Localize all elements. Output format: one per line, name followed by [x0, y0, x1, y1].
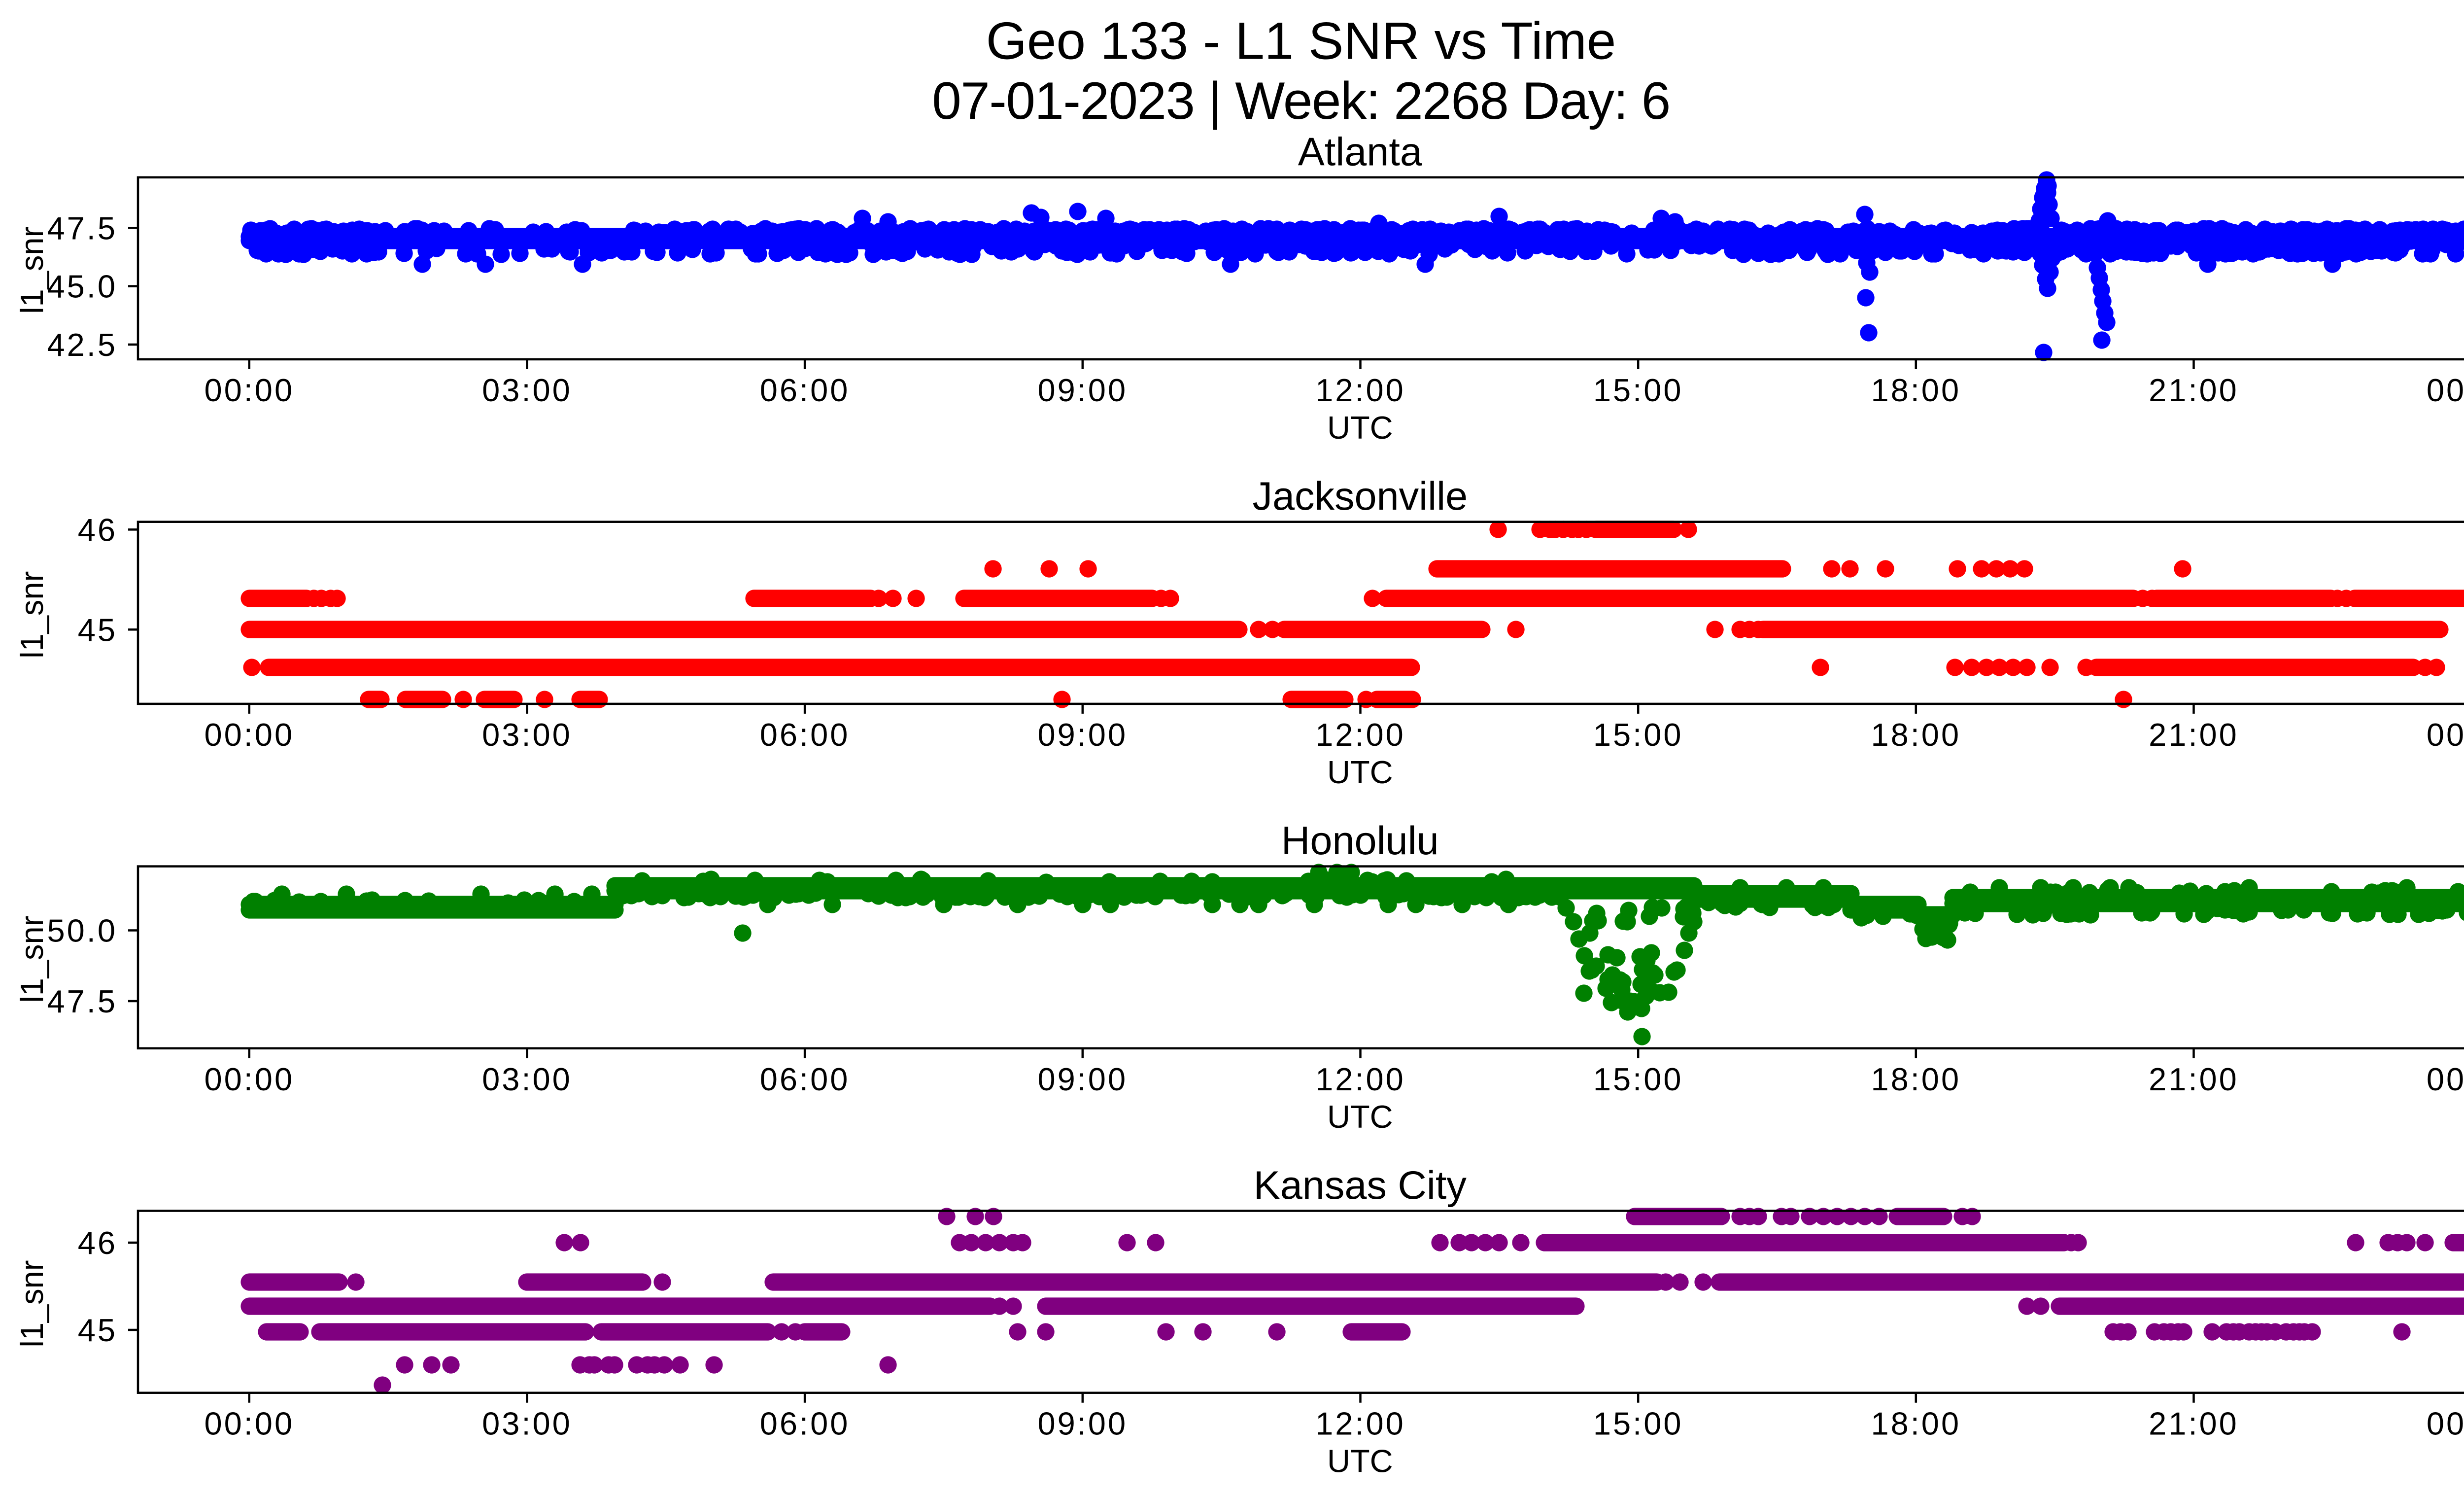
svg-text:UTC: UTC: [1327, 410, 1393, 446]
svg-text:03:00: 03:00: [482, 1406, 572, 1442]
svg-text:45.0: 45.0: [47, 269, 117, 305]
svg-text:18:00: 18:00: [1871, 1406, 1961, 1442]
svg-text:21:00: 21:00: [2149, 717, 2239, 753]
svg-text:00:00: 00:00: [204, 372, 294, 408]
svg-text:45: 45: [78, 612, 117, 648]
svg-text:09:00: 09:00: [1037, 1406, 1128, 1442]
svg-text:Jacksonville: Jacksonville: [1252, 474, 1468, 519]
svg-text:06:00: 06:00: [760, 372, 850, 408]
svg-text:46: 46: [78, 512, 117, 548]
svg-text:Kansas City: Kansas City: [1254, 1163, 1467, 1208]
svg-text:00:00: 00:00: [204, 1061, 294, 1097]
svg-text:42.5: 42.5: [47, 327, 117, 363]
svg-text:47.5: 47.5: [47, 983, 117, 1019]
svg-text:UTC: UTC: [1327, 1443, 1393, 1479]
svg-text:03:00: 03:00: [482, 372, 572, 408]
svg-text:07-01-2023 | Week: 2268 Day: 6: 07-01-2023 | Week: 2268 Day: 6: [932, 71, 1670, 130]
svg-text:12:00: 12:00: [1315, 1061, 1405, 1097]
svg-text:00:00: 00:00: [2427, 1406, 2464, 1442]
svg-text:12:00: 12:00: [1315, 717, 1405, 753]
svg-text:06:00: 06:00: [760, 1061, 850, 1097]
svg-text:47.5: 47.5: [47, 210, 117, 246]
svg-text:UTC: UTC: [1327, 754, 1393, 790]
svg-text:00:00: 00:00: [204, 1406, 294, 1442]
svg-text:09:00: 09:00: [1037, 372, 1128, 408]
svg-text:03:00: 03:00: [482, 717, 572, 753]
svg-text:00:00: 00:00: [2427, 372, 2464, 408]
svg-text:45: 45: [78, 1312, 117, 1348]
svg-text:00:00: 00:00: [204, 717, 294, 753]
svg-text:06:00: 06:00: [760, 717, 850, 753]
svg-text:46: 46: [78, 1225, 117, 1261]
svg-text:09:00: 09:00: [1037, 717, 1128, 753]
svg-text:12:00: 12:00: [1315, 372, 1405, 408]
svg-text:06:00: 06:00: [760, 1406, 850, 1442]
svg-text:18:00: 18:00: [1871, 372, 1961, 408]
svg-text:09:00: 09:00: [1037, 1061, 1128, 1097]
svg-text:Honolulu: Honolulu: [1281, 819, 1439, 863]
svg-text:18:00: 18:00: [1871, 717, 1961, 753]
svg-text:l1_snr: l1_snr: [14, 1260, 50, 1348]
svg-text:l1_snr: l1_snr: [14, 571, 50, 659]
svg-text:12:00: 12:00: [1315, 1406, 1405, 1442]
svg-text:21:00: 21:00: [2149, 1406, 2239, 1442]
svg-text:00:00: 00:00: [2427, 1061, 2464, 1097]
svg-text:03:00: 03:00: [482, 1061, 572, 1097]
svg-text:18:00: 18:00: [1871, 1061, 1961, 1097]
svg-text:Geo 133 - L1 SNR vs Time: Geo 133 - L1 SNR vs Time: [986, 11, 1616, 70]
svg-text:Atlanta: Atlanta: [1298, 130, 1423, 174]
svg-text:15:00: 15:00: [1593, 1061, 1683, 1097]
svg-text:21:00: 21:00: [2149, 1061, 2239, 1097]
svg-text:UTC: UTC: [1327, 1099, 1393, 1135]
svg-text:15:00: 15:00: [1593, 1406, 1683, 1442]
svg-text:l1_snr: l1_snr: [14, 916, 50, 1003]
svg-text:15:00: 15:00: [1593, 717, 1683, 753]
svg-text:00:00: 00:00: [2427, 717, 2464, 753]
svg-text:21:00: 21:00: [2149, 372, 2239, 408]
svg-text:l1_snr: l1_snr: [14, 227, 50, 314]
svg-text:15:00: 15:00: [1593, 372, 1683, 408]
svg-text:50.0: 50.0: [47, 913, 117, 949]
